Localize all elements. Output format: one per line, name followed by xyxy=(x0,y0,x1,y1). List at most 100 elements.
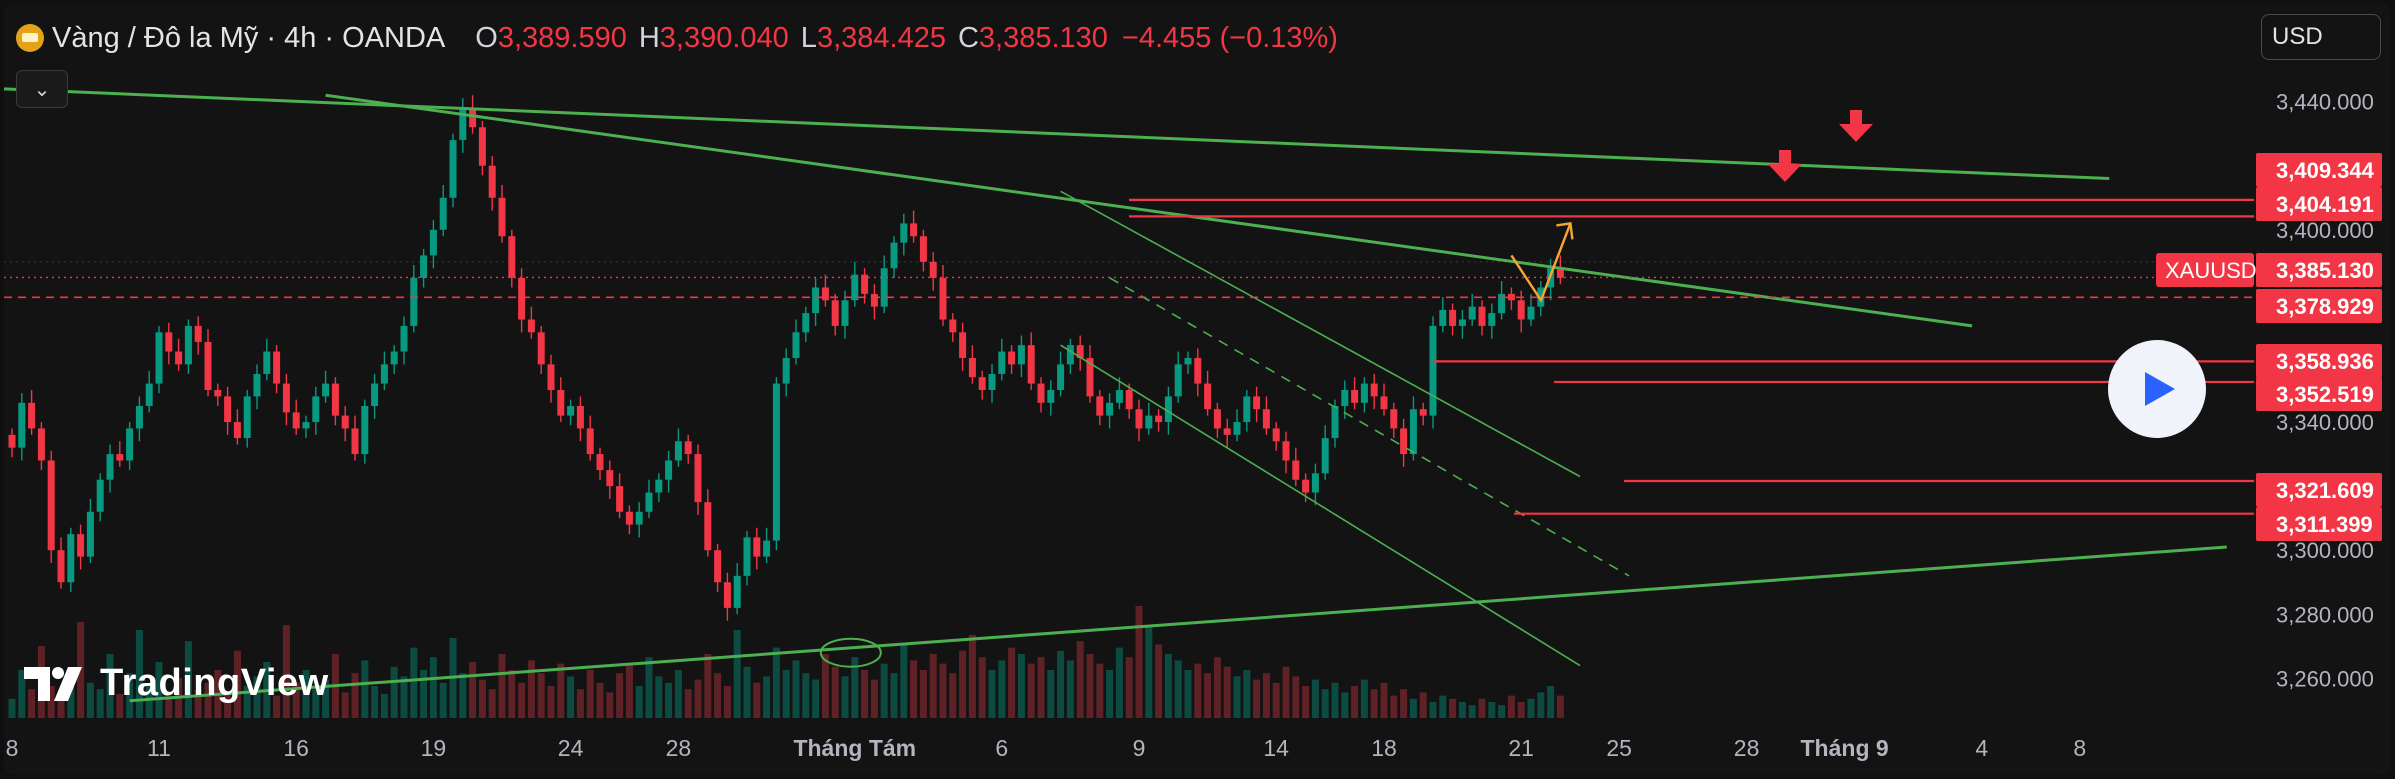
volume-bar xyxy=(743,666,751,718)
volume-bar xyxy=(1096,663,1104,718)
play-button[interactable] xyxy=(2108,340,2206,438)
volume-bar xyxy=(243,686,251,718)
price-chart[interactable]: 3,260.000 3,280.000 3,300.000 3,340.000 3,40… xyxy=(4,4,2391,775)
candle xyxy=(145,383,153,407)
volume-bar xyxy=(625,663,633,718)
volume-bar xyxy=(322,679,330,718)
open-value: 3,389.590 xyxy=(497,21,627,54)
volume-bar xyxy=(1458,702,1466,718)
volume-bar xyxy=(390,666,398,718)
candle xyxy=(1409,409,1417,455)
candle xyxy=(1449,309,1457,326)
candle xyxy=(1027,345,1035,384)
volume-bar xyxy=(1468,705,1476,718)
collapse-legend-button[interactable]: ⌄ xyxy=(16,70,68,108)
volume-bar xyxy=(1439,695,1447,718)
level-label-bg xyxy=(2256,153,2382,187)
volume-bar xyxy=(665,682,673,718)
volume-bar xyxy=(1155,644,1163,718)
candle xyxy=(429,229,437,256)
volume-bar xyxy=(812,679,820,718)
x-tick-label: Tháng Tám xyxy=(793,735,916,761)
last-price-label: 3,385.130 xyxy=(2276,258,2374,283)
volume-bar xyxy=(8,698,16,718)
candle xyxy=(782,357,790,384)
volume-bar xyxy=(1027,663,1035,718)
candle xyxy=(116,454,124,461)
x-tick-label: 25 xyxy=(1606,735,1632,761)
candle xyxy=(341,415,349,429)
candle xyxy=(518,277,526,320)
volume-bar xyxy=(439,682,447,718)
volume-bar xyxy=(1341,692,1349,718)
candle xyxy=(772,383,780,541)
volume-bar xyxy=(792,660,800,718)
candle xyxy=(586,428,594,455)
candle xyxy=(233,422,241,439)
projection-path xyxy=(1510,222,1572,303)
volume-bar xyxy=(371,686,379,718)
open-label: O xyxy=(475,21,498,54)
candle xyxy=(567,406,575,416)
candle xyxy=(214,390,222,397)
candle xyxy=(733,575,741,608)
symbol-title[interactable]: Vàng / Đô la Mỹ · 4h · OANDA xyxy=(52,21,446,54)
candle xyxy=(753,537,761,557)
candle xyxy=(263,351,271,374)
candle xyxy=(390,351,398,365)
candle xyxy=(184,325,192,365)
volume-bar xyxy=(1351,686,1359,718)
volume-bar xyxy=(1292,676,1300,718)
volume-bar xyxy=(1527,698,1535,718)
candle xyxy=(655,479,663,493)
candle xyxy=(939,277,947,320)
candle xyxy=(1321,438,1329,474)
candle xyxy=(1096,396,1104,416)
volume-bar xyxy=(988,670,996,718)
volume-bar xyxy=(1556,695,1564,718)
candle xyxy=(1037,383,1045,403)
volume-bar xyxy=(831,666,839,718)
volume-bar xyxy=(1145,625,1153,718)
candle xyxy=(28,402,36,429)
candle xyxy=(67,534,75,583)
highlight-ellipse xyxy=(819,637,882,668)
level-label: 3,321.609 xyxy=(2276,478,2374,503)
candle xyxy=(273,351,281,384)
close-value: 3,385.130 xyxy=(978,21,1108,54)
candle xyxy=(1017,345,1025,365)
arrow-shaft xyxy=(1850,110,1862,126)
volume-bar xyxy=(655,676,663,718)
candle xyxy=(86,511,94,557)
volume-bar xyxy=(488,689,496,718)
volume-bar xyxy=(204,682,212,718)
volume-bar xyxy=(733,630,741,718)
candle xyxy=(488,165,496,198)
candle xyxy=(723,582,731,608)
volume-bar xyxy=(645,657,653,718)
candle xyxy=(194,325,202,342)
volume-bar xyxy=(478,679,486,718)
close-label: C xyxy=(957,21,979,54)
volume-bar xyxy=(684,689,692,718)
volume-bar xyxy=(1017,654,1025,718)
candle xyxy=(596,454,604,471)
currency-button[interactable]: USD xyxy=(2261,14,2381,60)
volume-bar xyxy=(1164,654,1172,718)
candle xyxy=(478,127,486,166)
volume-bar xyxy=(273,695,281,718)
candle xyxy=(165,332,173,352)
candle xyxy=(126,428,134,461)
candle xyxy=(175,351,183,365)
channel-line xyxy=(1060,344,1581,667)
volume-bar xyxy=(576,689,584,718)
volume-bar xyxy=(145,686,153,718)
candle xyxy=(625,511,633,525)
chevron-down-icon: ⌄ xyxy=(33,78,51,101)
volume-bar xyxy=(1272,682,1280,718)
volume-bar xyxy=(547,686,555,718)
volume-bar xyxy=(851,657,859,718)
volume-bar xyxy=(380,694,388,718)
volume-bar xyxy=(1537,692,1545,718)
volume-bar xyxy=(1449,698,1457,718)
